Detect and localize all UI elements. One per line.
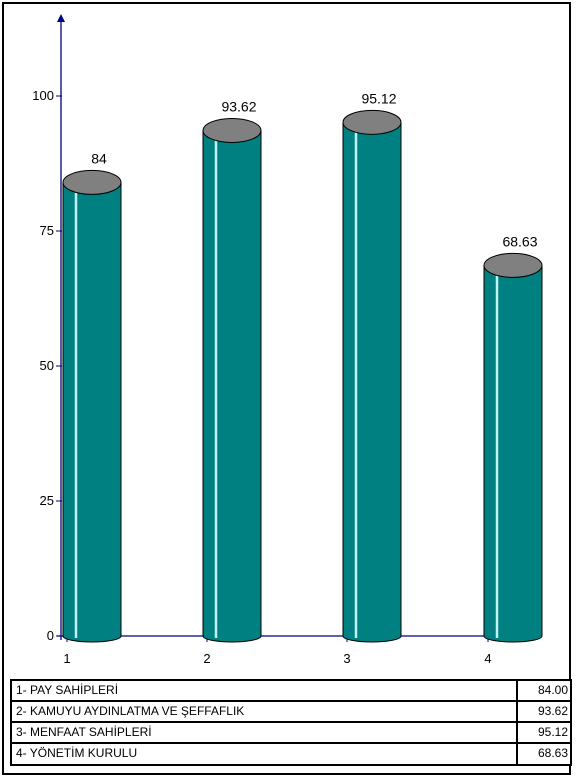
bar [342, 121, 402, 643]
y-tick-label: 50 [40, 358, 54, 373]
bar-cap [342, 109, 402, 135]
legend-row: 3- MENFAAT SAHİPLERİ 95.12 [12, 723, 570, 744]
legend-row: 1- PAY SAHİPLERİ 84.00 [12, 681, 570, 702]
legend-label: 3- MENFAAT SAHİPLERİ [12, 723, 518, 742]
legend-row: 4- YÖNETİM KURULU 68.63 [12, 744, 570, 764]
legend-label: 4- YÖNETİM KURULU [12, 744, 518, 764]
bar-value-label: 93.62 [221, 98, 256, 114]
bar-value-label: 84 [91, 150, 107, 166]
bar-value-label: 95.12 [361, 90, 396, 106]
chart-bars [62, 109, 543, 643]
legend-table: 1- PAY SAHİPLERİ 84.00 2- KAMUYU AYDINLA… [10, 679, 572, 766]
x-tick-label: 3 [343, 651, 350, 666]
y-axis-arrow [57, 14, 65, 22]
bar-value-label: 68.63 [502, 233, 537, 249]
legend-row: 2- KAMUYU AYDINLATMA VE ŞEFFAFLIK 93.62 [12, 702, 570, 723]
bar-cap [62, 169, 122, 195]
bar [483, 264, 543, 643]
y-tick-label: 75 [40, 223, 54, 238]
x-tick-label: 2 [203, 651, 210, 666]
y-tick-label: 0 [47, 628, 54, 643]
chart-axes [56, 14, 529, 642]
x-tick-label: 1 [63, 651, 70, 666]
bar-cap [483, 252, 543, 278]
chart-labels: 0 25 50 75 100 1 2 3 4 84 93.62 95.12 68.63 [32, 88, 537, 666]
bar [62, 181, 122, 643]
bar [202, 129, 262, 643]
x-tick-label: 4 [484, 651, 491, 666]
legend-value: 84.00 [537, 683, 568, 697]
legend-value: 93.62 [537, 704, 568, 718]
legend-value: 95.12 [537, 725, 568, 739]
y-tick-label: 100 [32, 88, 54, 103]
legend-value: 68.63 [537, 746, 568, 760]
legend-label: 2- KAMUYU AYDINLATMA VE ŞEFFAFLIK [12, 702, 518, 721]
legend-label: 1- PAY SAHİPLERİ [12, 681, 518, 700]
y-tick-label: 25 [40, 493, 54, 508]
bar-cap [202, 117, 262, 143]
